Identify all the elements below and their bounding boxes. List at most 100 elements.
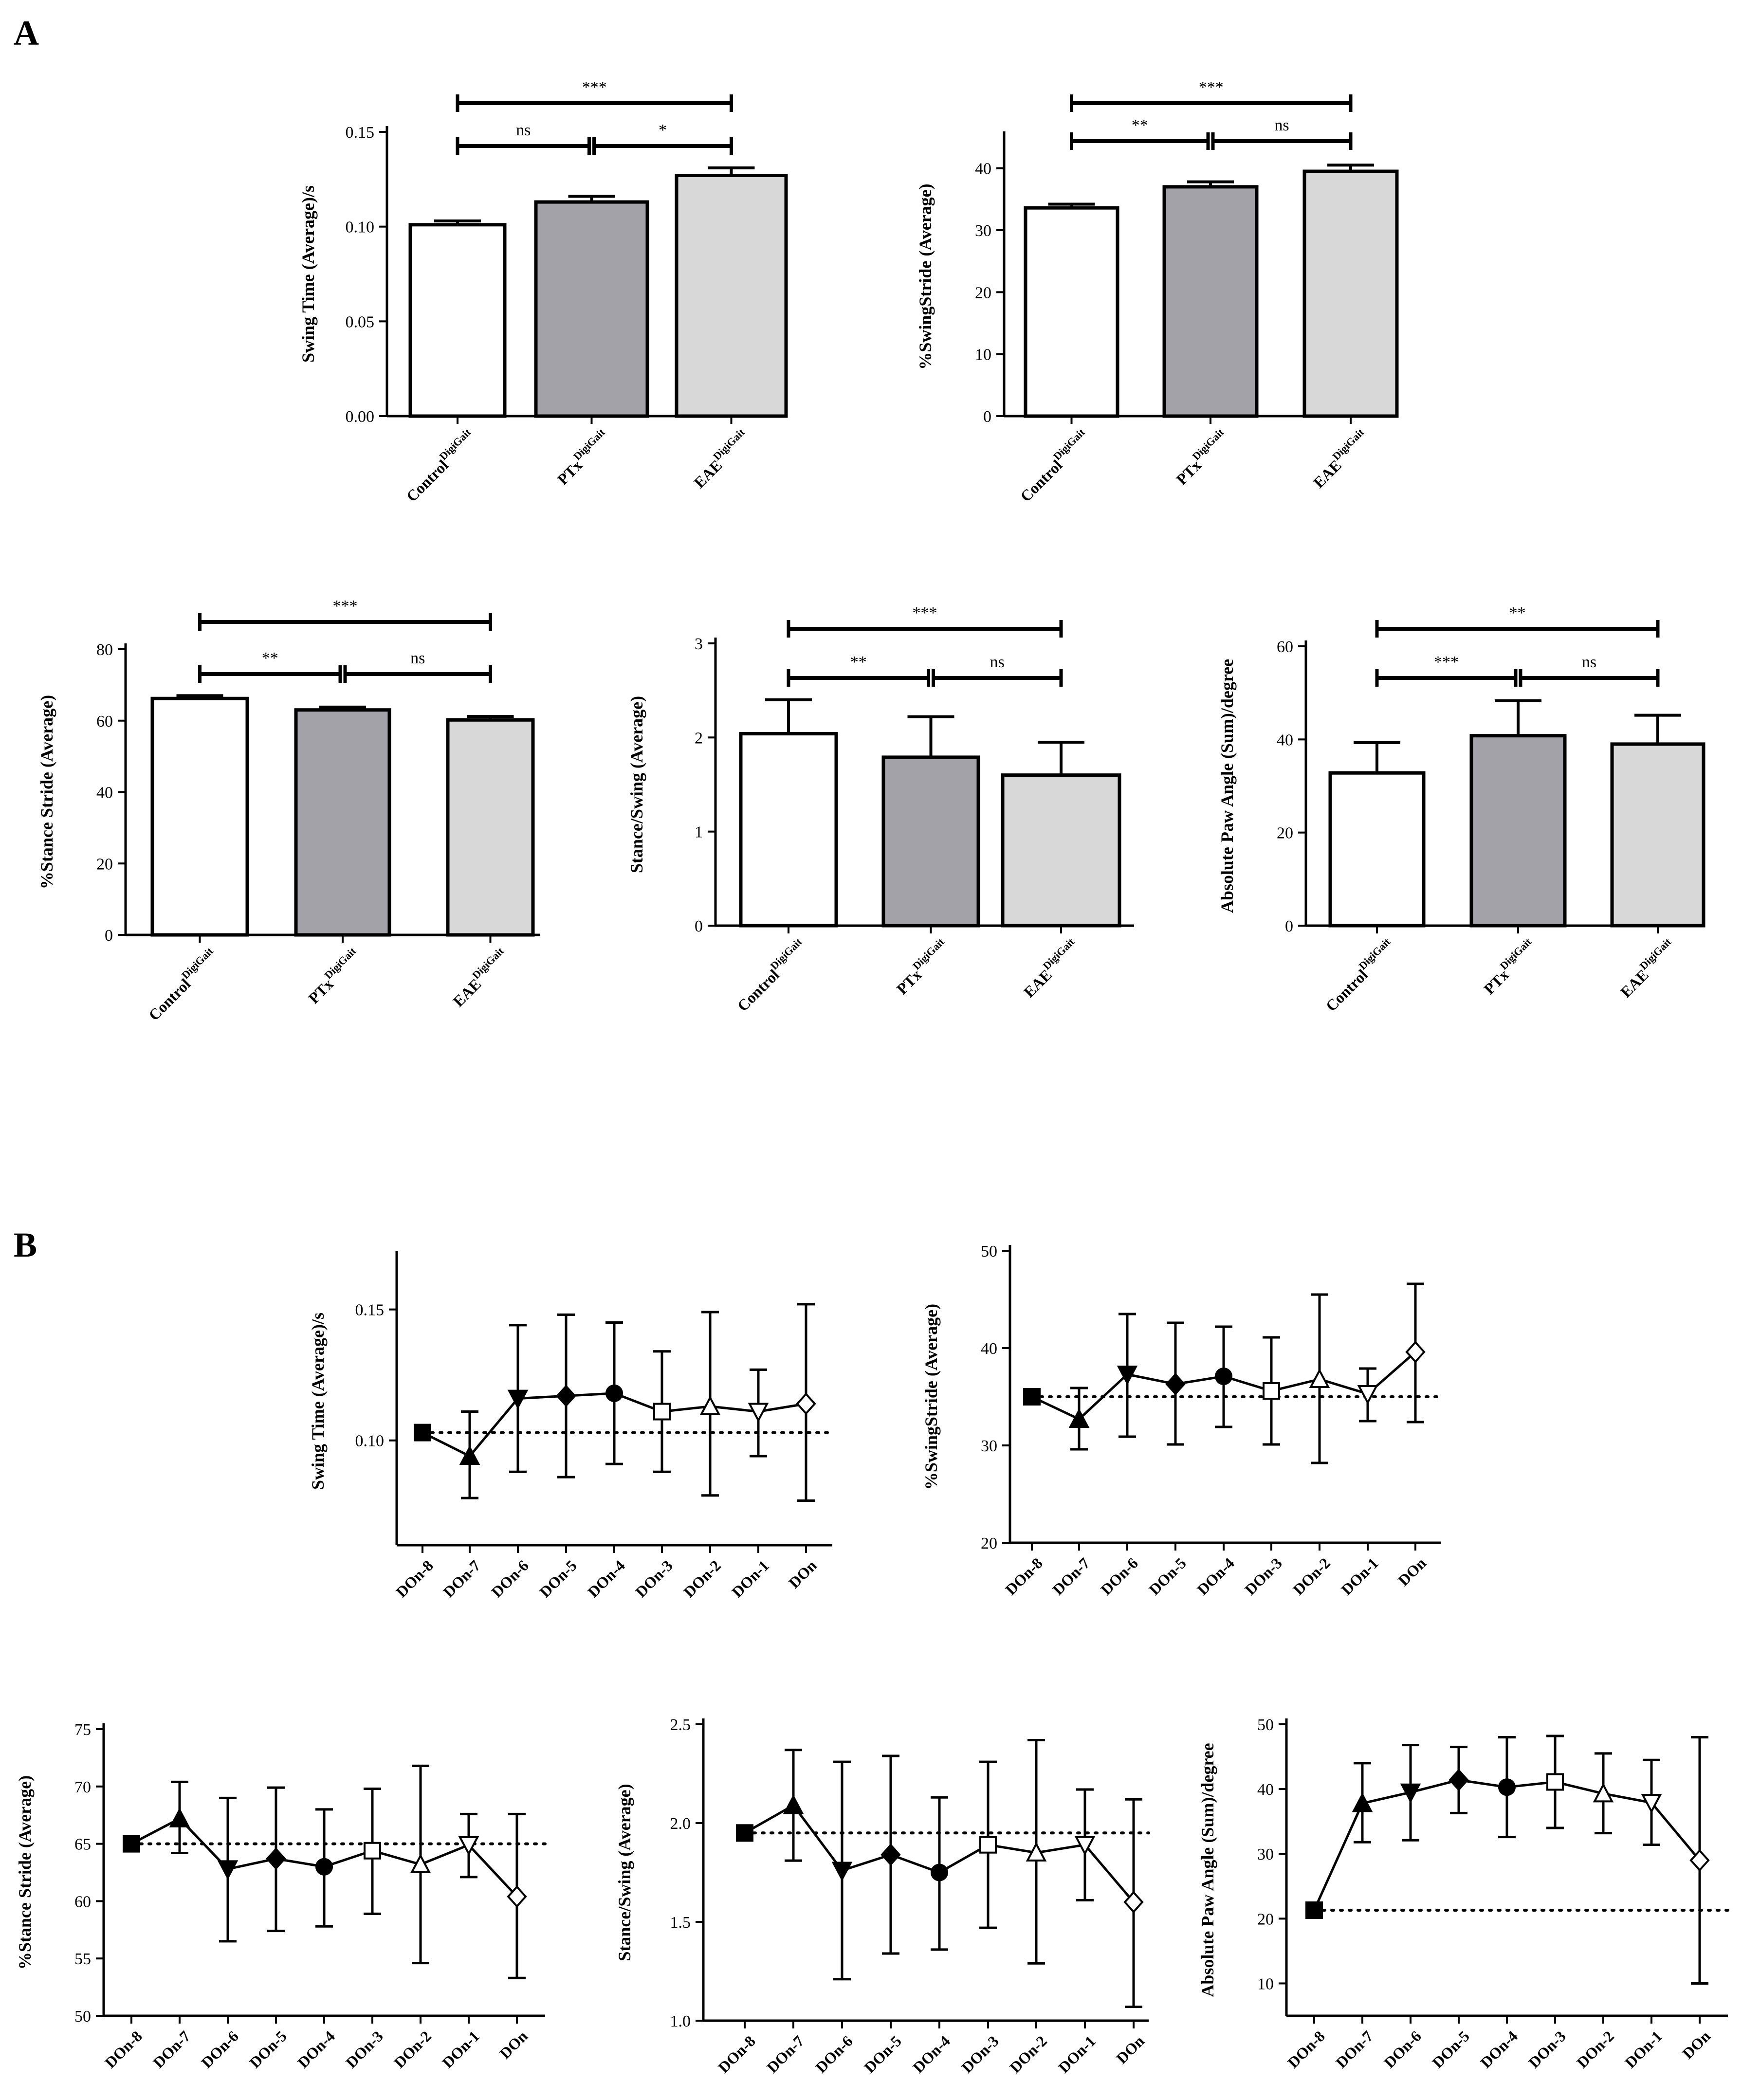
y-axis-title: Absolute Paw Angle (Sum)/degree [1217, 659, 1237, 913]
significance-label: * [659, 121, 667, 139]
x-tick-label: DOn [785, 1556, 820, 1591]
bar [1024, 206, 1119, 418]
y-tick-label: 3 [695, 635, 703, 653]
y-tick-label: 10 [975, 346, 991, 364]
y-axis-title: %Stance Stride (Average) [15, 1775, 35, 1970]
data-point-marker [931, 1863, 948, 1881]
significance-label: *** [333, 597, 358, 615]
y-tick-label: 40 [981, 1340, 997, 1358]
bar [881, 755, 980, 928]
x-tick-label-superscript: DigiGait [179, 945, 216, 981]
y-tick-label: 40 [1277, 731, 1293, 749]
x-tick-label-superscript: DigiGait [1041, 935, 1077, 972]
x-tick-label: EAEDigiGait [688, 426, 753, 491]
x-tick-label: DOn [1679, 2027, 1714, 2062]
x-tick-label: DOn-6 [1097, 1554, 1141, 1598]
y-tick-label: 40 [1257, 1781, 1274, 1799]
x-tick-label: DOn-7 [763, 2032, 807, 2076]
data-point-marker [1641, 1794, 1662, 1814]
x-tick-label: DOn-7 [440, 1556, 484, 1601]
significance-label: ns [1582, 653, 1596, 671]
y-axis-title: Swing Time (Average)/s [308, 1313, 328, 1490]
chart-b5: 10 20 30 40 50 Absolute Paw Angle (Sum)/degre… [1198, 1716, 1729, 2071]
panel-label-a: A [14, 14, 39, 53]
data-point-marker [169, 1808, 190, 1827]
x-tick-label: DOn-5 [536, 1556, 580, 1601]
data-point-marker [1309, 1368, 1330, 1388]
data-point-marker [1117, 1366, 1138, 1386]
y-tick-label: 30 [975, 222, 991, 240]
significance-label: ns [410, 649, 425, 667]
y-tick-label: 0 [983, 408, 991, 426]
y-tick-label: 50 [74, 2008, 91, 2026]
y-tick-label: 20 [1277, 824, 1293, 842]
bar [1162, 185, 1259, 418]
significance-label: *** [582, 78, 607, 96]
x-tick-label: DOn-7 [1332, 2027, 1376, 2071]
y-axis-title: %SwingStride (Average) [916, 183, 935, 369]
x-tick-label: ControlDigiGait [1014, 426, 1094, 505]
data-point-marker [414, 1424, 431, 1442]
chart-a3: 0 20 40 60 80 %Stance Stride (Average) Control… [37, 597, 540, 1024]
y-tick-label: 2 [695, 729, 703, 747]
y-axis-title: Stance/Swing (Average) [615, 1784, 634, 1961]
data-point-marker [1263, 1382, 1280, 1400]
x-tick-label-superscript: DigiGait [711, 426, 747, 462]
x-tick-label: DOn-7 [1049, 1554, 1093, 1598]
data-point-marker [315, 1858, 333, 1876]
significance-label: ** [850, 653, 867, 671]
x-tick-label: DOn-8 [101, 2027, 146, 2071]
x-tick-label: DOn-3 [1241, 1554, 1285, 1598]
significance-label: *** [1434, 653, 1459, 671]
x-tick-label: DOn-3 [958, 2032, 1002, 2076]
data-point-marker [1305, 1901, 1323, 1919]
significance-label: ** [1509, 604, 1526, 622]
data-point-marker [123, 1835, 140, 1853]
bar [1610, 742, 1705, 928]
y-tick-label: 0 [695, 917, 703, 935]
y-tick-label: 0 [1285, 917, 1293, 935]
x-tick-label: DOn-5 [861, 2032, 905, 2076]
significance-label: ns [516, 121, 531, 139]
x-tick-label: DOn-6 [488, 1556, 532, 1601]
data-point-marker [1123, 1891, 1144, 1914]
x-tick-label-superscript: DigiGait [910, 935, 947, 972]
bar [1302, 169, 1399, 418]
y-tick-label: 2.5 [670, 1716, 691, 1734]
chart-b1: 0.10 0.15 Swing Time (Average)/s DOn-8 DOn-7… [308, 1251, 834, 1601]
data-point-marker [831, 1862, 853, 1881]
x-tick-label-superscript: DigiGait [470, 945, 506, 981]
chart-a1: 0.00 0.05 0.10 0.15 Swing Time (Average)/s Co… [298, 78, 788, 505]
data-point-marker [1026, 1842, 1047, 1862]
y-tick-label: 55 [74, 1950, 91, 1968]
data-point-marker [1593, 1783, 1614, 1803]
x-tick-label: DOn-4 [1477, 2027, 1521, 2071]
x-tick-label: DOn-7 [149, 2027, 194, 2071]
x-tick-label: DOn-6 [1380, 2027, 1425, 2071]
data-point-marker [507, 1885, 527, 1908]
bar [150, 696, 249, 937]
x-tick-label-superscript: DigiGait [768, 935, 805, 972]
bar [739, 732, 838, 928]
y-tick-label: 20 [981, 1534, 997, 1552]
significance-label: ** [1132, 116, 1148, 134]
x-tick-label-base: EAE [1020, 966, 1055, 1001]
x-tick-label: DOn-2 [680, 1556, 724, 1601]
data-point-marker [459, 1445, 480, 1465]
y-tick-label: 50 [981, 1242, 997, 1260]
bar [446, 718, 535, 937]
y-tick-label: 40 [96, 784, 113, 802]
x-tick-label: DOn-2 [1289, 1554, 1334, 1598]
x-tick-label: DOn [1394, 1554, 1430, 1589]
significance-label: *** [913, 604, 937, 622]
y-axis-title: Swing Time (Average)/s [298, 185, 318, 363]
y-tick-label: 30 [981, 1437, 997, 1455]
x-tick-label-superscript: DigiGait [1637, 935, 1674, 972]
y-tick-label: 0.15 [346, 124, 375, 142]
y-axis-title: %Stance Stride (Average) [37, 695, 56, 889]
data-point-marker [507, 1389, 529, 1409]
y-tick-label: 60 [96, 712, 113, 730]
y-tick-label: 1 [695, 823, 703, 841]
